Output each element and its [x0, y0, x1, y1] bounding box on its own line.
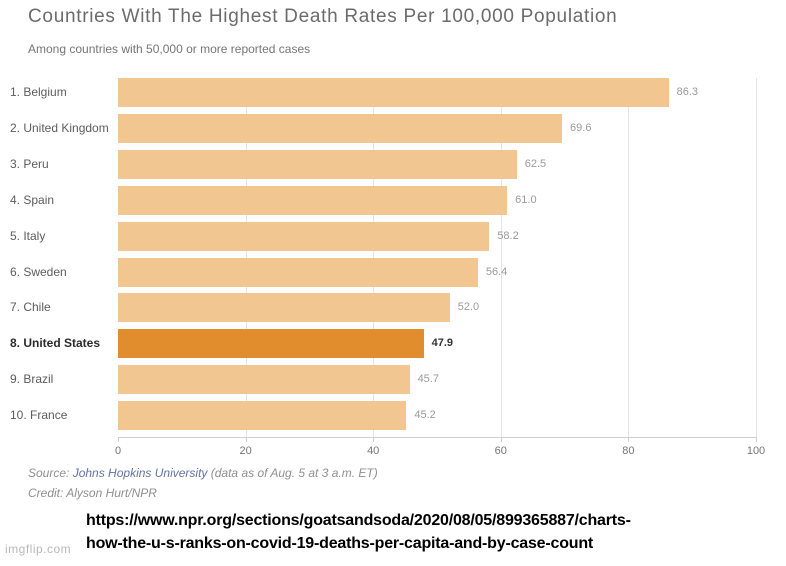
- bar: [118, 185, 508, 215]
- x-axis-tick: [500, 437, 502, 442]
- x-axis-tick: [628, 437, 630, 442]
- category-label: 7. Chile: [10, 300, 51, 315]
- source-link[interactable]: Johns Hopkins University: [72, 466, 208, 480]
- x-axis-tick: [245, 437, 247, 442]
- value-label: 61.0: [515, 193, 537, 206]
- x-axis-tick-label: 20: [239, 445, 252, 457]
- bar: [118, 149, 517, 179]
- bar: [118, 401, 407, 431]
- x-axis-tick-label: 0: [114, 445, 122, 457]
- value-label: 69.6: [570, 121, 592, 134]
- url-line-1: https://www.npr.org/sections/goatsandsod…: [86, 512, 631, 529]
- gridline: [628, 78, 630, 437]
- value-label: 58.2: [497, 229, 519, 242]
- source-prefix: Source:: [28, 466, 73, 480]
- bar: [118, 365, 410, 395]
- source-line: Source: Johns Hopkins University (data a…: [28, 466, 378, 480]
- x-axis-tick-label: 80: [622, 445, 635, 457]
- category-labels: 1. Belgium 2. United Kingdom 3. Peru 4. Spa…: [10, 78, 118, 437]
- category-label: 9. Brazil: [10, 372, 54, 387]
- category-label: 5. Italy: [10, 228, 46, 243]
- chart-subtitle: Among countries with 50,000 or more repo…: [28, 42, 311, 56]
- bar: [118, 329, 424, 359]
- category-label: 6. Sweden: [10, 264, 67, 279]
- imgflip-watermark: imgflip.com: [5, 542, 72, 556]
- gridline: [500, 78, 502, 437]
- url-line-2: how-the-u-s-ranks-on-covid-19-deaths-per…: [86, 535, 594, 552]
- category-label: 4. Spain: [10, 192, 55, 207]
- value-label: 45.7: [417, 373, 439, 386]
- x-axis-tick-label: 40: [367, 445, 380, 457]
- bar: [118, 257, 478, 287]
- x-axis-tick-label: 60: [494, 445, 507, 457]
- category-label: 2. United Kingdom: [10, 120, 109, 135]
- bar: [118, 293, 450, 323]
- x-axis-tick-label: 100: [746, 445, 766, 457]
- category-label: 3. Peru: [10, 156, 49, 171]
- value-label: 45.2: [414, 409, 436, 422]
- value-label: 56.4: [485, 265, 508, 278]
- gridline: [756, 78, 757, 437]
- value-label: 47.9: [431, 337, 454, 350]
- x-axis-tick: [756, 437, 757, 442]
- bar: [118, 221, 490, 251]
- value-label: 52.0: [457, 301, 480, 314]
- value-label: 86.3: [676, 86, 699, 98]
- source-suffix: (data as of Aug. 5 at 3 a.m. ET): [207, 466, 378, 480]
- value-label: 62.5: [524, 157, 547, 170]
- credit-line: Credit: Alyson Hurt/NPR: [28, 486, 157, 500]
- article-url-text: https://www.npr.org/sections/goatsandsod…: [86, 509, 631, 555]
- bar: [118, 78, 669, 107]
- category-label: 8. United States: [10, 336, 101, 351]
- x-axis-tick: [373, 437, 375, 442]
- chart-title: Countries With The Highest Death Rates P…: [28, 6, 618, 27]
- category-label: 10. France: [10, 408, 68, 423]
- plot-area: 0 20 40 60 80 100 86.3 69.6 62.5 61.0 58.2 56.4 52.0…: [115, 78, 765, 457]
- bar: [118, 113, 563, 143]
- x-axis-tick: [118, 437, 119, 442]
- category-label: 1. Belgium: [10, 85, 67, 99]
